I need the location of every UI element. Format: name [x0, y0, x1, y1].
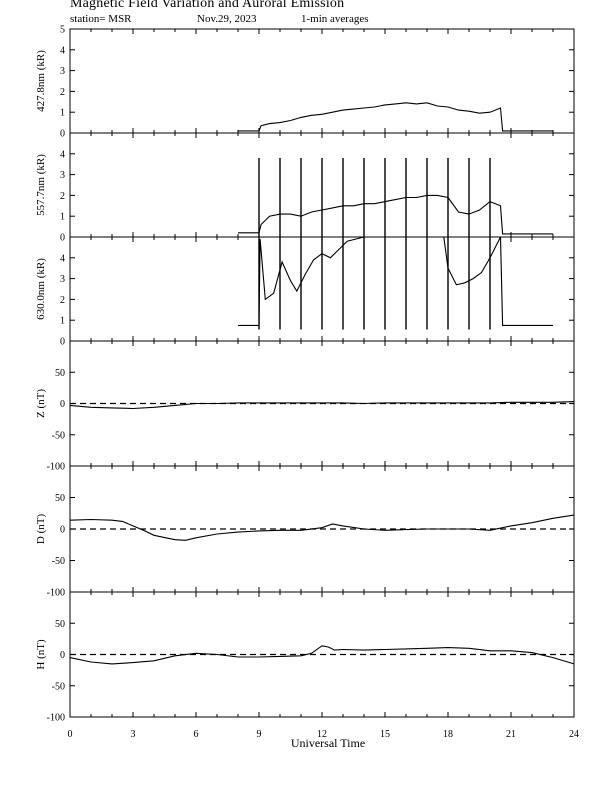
- y-tick-label: 1: [60, 108, 65, 119]
- y-axis-label: D (nT): [35, 514, 47, 545]
- x-axis-label: Universal Time: [291, 736, 365, 750]
- y-tick-label: 2: [60, 191, 65, 202]
- y-tick-label: 0: [60, 525, 65, 536]
- x-tick-label: 12: [317, 729, 327, 740]
- y-tick-label: 5: [60, 25, 65, 36]
- y-tick-label: 4: [60, 45, 65, 56]
- y-tick-label: 2: [60, 87, 65, 98]
- y-tick-label: 50: [55, 368, 65, 379]
- series-line: [69, 401, 575, 410]
- y-tick-label: -50: [52, 430, 65, 441]
- y-tick-label: 50: [55, 619, 65, 630]
- y-tick-label: -50: [52, 681, 65, 692]
- y-tick-label: 1: [60, 316, 65, 327]
- y-tick-label: 0: [60, 129, 65, 140]
- date-label: Nov.29, 2023: [197, 13, 257, 25]
- x-tick-label: 18: [443, 729, 453, 740]
- y-axis-label: H (nT): [35, 639, 47, 670]
- x-tick-label: 21: [506, 729, 516, 740]
- y-tick-label: -50: [52, 556, 65, 567]
- series-line: [69, 514, 575, 541]
- series-line: [238, 194, 553, 235]
- y-tick-label: 0: [60, 337, 65, 348]
- averaging-label: 1-min averages: [301, 13, 369, 25]
- y-tick-label: 1: [60, 212, 65, 223]
- series-line: [238, 102, 553, 132]
- y-tick-label: 3: [60, 66, 65, 77]
- y-tick-label: 0: [60, 650, 65, 661]
- x-tick-label: 24: [569, 729, 579, 740]
- y-axis-label: 630.0nm (kR): [35, 258, 47, 320]
- chart-title: Magnetic Field Variation and Auroral Emi…: [70, 0, 345, 11]
- y-tick-label: 2: [60, 295, 65, 306]
- y-tick-label: -100: [47, 713, 65, 724]
- y-tick-label: 4: [60, 253, 65, 264]
- y-axis-label: 427.8nm (kR): [35, 50, 47, 112]
- x-tick-label: 6: [194, 729, 199, 740]
- x-tick-label: 3: [131, 729, 136, 740]
- y-tick-label: 4: [60, 149, 65, 160]
- panel-frame: [69, 28, 575, 134]
- y-tick-label: -100: [47, 588, 65, 599]
- y-tick-label: 3: [60, 170, 65, 181]
- y-tick-label: -100: [47, 462, 65, 473]
- x-tick-label: 15: [380, 729, 390, 740]
- y-axis-label: 557.7nm (kR): [35, 154, 47, 216]
- station-label: station= MSR: [70, 13, 132, 25]
- y-tick-label: 3: [60, 274, 65, 285]
- y-axis-label: Z (nT): [35, 389, 47, 418]
- y-tick-label: 50: [55, 493, 65, 504]
- x-tick-label: 9: [257, 729, 262, 740]
- series-line: [238, 236, 553, 326]
- x-tick-label: 0: [68, 729, 73, 740]
- series-line: [69, 645, 575, 665]
- y-tick-label: 0: [60, 399, 65, 410]
- y-tick-label: 0: [60, 233, 65, 244]
